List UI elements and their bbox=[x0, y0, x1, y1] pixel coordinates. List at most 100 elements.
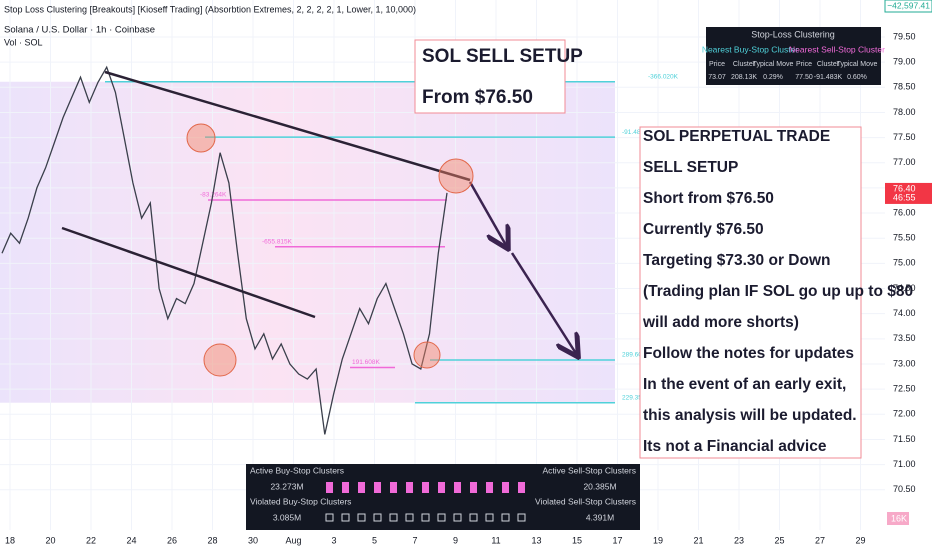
drawings bbox=[61, 70, 577, 377]
x-tick-label: 15 bbox=[572, 535, 582, 545]
volume-title: Vol · SOL bbox=[4, 37, 43, 47]
note-line: will add more shorts) bbox=[642, 314, 799, 331]
level-label: 191.608K bbox=[352, 359, 380, 366]
note-line: Short from $76.50 bbox=[643, 190, 774, 207]
level-label: -366.020K bbox=[648, 73, 679, 80]
x-tick-label: 27 bbox=[815, 535, 825, 545]
x-tick-label: 9 bbox=[453, 535, 458, 545]
y-tick-label: 78.50 bbox=[893, 82, 916, 92]
table-header: Cluster bbox=[817, 61, 840, 68]
indicator-title: Stop Loss Clustering [Breakouts] [Kiosef… bbox=[4, 4, 416, 14]
note-line: Currently $76.50 bbox=[643, 221, 764, 238]
cluster-square bbox=[486, 482, 493, 493]
level-label: -655.815K bbox=[262, 238, 293, 245]
volume-box bbox=[887, 512, 909, 525]
level-label: 229.356K bbox=[622, 394, 650, 401]
y-tick-label: 72.00 bbox=[893, 409, 916, 419]
x-tick-label: 7 bbox=[412, 535, 417, 545]
setup-line: From $76.50 bbox=[422, 87, 533, 108]
cluster-square bbox=[454, 482, 461, 493]
table-cell: 208.13K bbox=[731, 74, 757, 81]
table-title: Stop-Loss Clustering bbox=[751, 29, 835, 39]
x-tick-label: 20 bbox=[45, 535, 55, 545]
table-header: Cluster bbox=[733, 61, 756, 68]
cluster-square bbox=[470, 482, 477, 493]
axis-bg bbox=[885, 0, 932, 530]
note-line: Follow the notes for updates bbox=[643, 345, 854, 362]
level-label: 289.600K bbox=[622, 352, 650, 359]
notes-box bbox=[639, 126, 862, 459]
cluster-square bbox=[422, 482, 429, 493]
violated-square bbox=[405, 513, 414, 522]
y-tick-label: 78.00 bbox=[893, 107, 916, 117]
y-tick-label: 79.50 bbox=[893, 31, 916, 41]
y-tick-label: 72.50 bbox=[893, 384, 916, 394]
table-group: Nearest Buy-Stop Cluster bbox=[702, 44, 799, 54]
price-line bbox=[1, 65, 448, 435]
panel-value: 23.273M bbox=[270, 481, 303, 491]
x-tick-label: 30 bbox=[248, 535, 258, 545]
note-line: SOL PERPETUAL TRADE bbox=[643, 128, 830, 145]
y-tick-label: 73.00 bbox=[893, 358, 916, 368]
violated-square bbox=[437, 513, 446, 522]
note-line: this analysis will be updated. bbox=[643, 407, 857, 424]
violated-square bbox=[357, 513, 366, 522]
y-tick-label: 70.50 bbox=[893, 484, 916, 494]
violated-square bbox=[485, 513, 494, 522]
note-line: Its not a Financial advice bbox=[643, 438, 827, 455]
level-label: -91.483K bbox=[622, 129, 649, 136]
cluster-table: Stop-Loss Clustering Nearest Buy-Stop Cl… bbox=[702, 27, 885, 85]
cluster-square bbox=[342, 482, 349, 493]
table-cell: -91.483K bbox=[814, 74, 843, 81]
x-tick-label: 25 bbox=[774, 535, 784, 545]
setup-line: SOL SELL SETUP bbox=[422, 46, 583, 67]
note-line: Targeting $73.30 or Down bbox=[643, 252, 830, 269]
level-label: -83.264K bbox=[200, 192, 227, 199]
table-cell: 0.29% bbox=[763, 74, 783, 81]
y-tick-label: 71.00 bbox=[893, 459, 916, 469]
y-tick-label: 75.00 bbox=[893, 258, 916, 268]
cluster-square bbox=[326, 482, 333, 493]
y-tick-label: 77.50 bbox=[893, 132, 916, 142]
x-tick-label: 13 bbox=[531, 535, 541, 545]
table-group: Nearest Sell-Stop Cluster bbox=[789, 44, 885, 54]
cluster-square bbox=[374, 482, 381, 493]
table-cell: 77.50 bbox=[795, 74, 813, 81]
x-tick-label: 21 bbox=[693, 535, 703, 545]
cluster-square bbox=[406, 482, 413, 493]
x-tick-label: 11 bbox=[491, 535, 500, 545]
table-header: Price bbox=[709, 61, 725, 68]
cluster-zone bbox=[0, 81, 615, 403]
last-price: 76.40 bbox=[893, 183, 916, 193]
y-tick-label: 79.00 bbox=[893, 57, 916, 67]
countdown: 46:55 bbox=[893, 192, 916, 202]
violated-square bbox=[341, 513, 350, 522]
y-tick-label: 75.50 bbox=[893, 233, 916, 243]
cluster-square bbox=[518, 482, 525, 493]
x-tick-label: Aug bbox=[285, 535, 301, 545]
x-tick-label: 5 bbox=[372, 535, 377, 545]
y-tick-label: 71.50 bbox=[893, 434, 916, 444]
x-tick-label: 26 bbox=[167, 535, 177, 545]
last-price-box bbox=[885, 182, 932, 204]
table-cell: 73.07 bbox=[708, 74, 726, 81]
cluster-square bbox=[358, 482, 365, 493]
x-tick-label: 29 bbox=[855, 535, 865, 545]
x-tick-label: 28 bbox=[207, 535, 217, 545]
cluster-square bbox=[390, 482, 397, 493]
violated-square bbox=[517, 513, 526, 522]
violated-square bbox=[501, 513, 510, 522]
note-line: In the event of an early exit, bbox=[643, 376, 846, 393]
violated-square bbox=[325, 513, 334, 522]
violated-square bbox=[421, 513, 430, 522]
panel-label: Active Buy-Stop Clusters bbox=[250, 465, 344, 475]
y-tick-label: 74.50 bbox=[893, 283, 916, 293]
panel-label: Violated Buy-Stop Clusters bbox=[250, 496, 351, 506]
y-tick-label: 76.00 bbox=[893, 207, 916, 217]
table-header: Typical Move bbox=[837, 61, 878, 68]
top-value: −42,597.41 bbox=[887, 0, 930, 10]
y-tick-label: 77.00 bbox=[893, 157, 916, 167]
x-tick-label: 17 bbox=[612, 535, 622, 545]
setup-box bbox=[414, 39, 566, 114]
